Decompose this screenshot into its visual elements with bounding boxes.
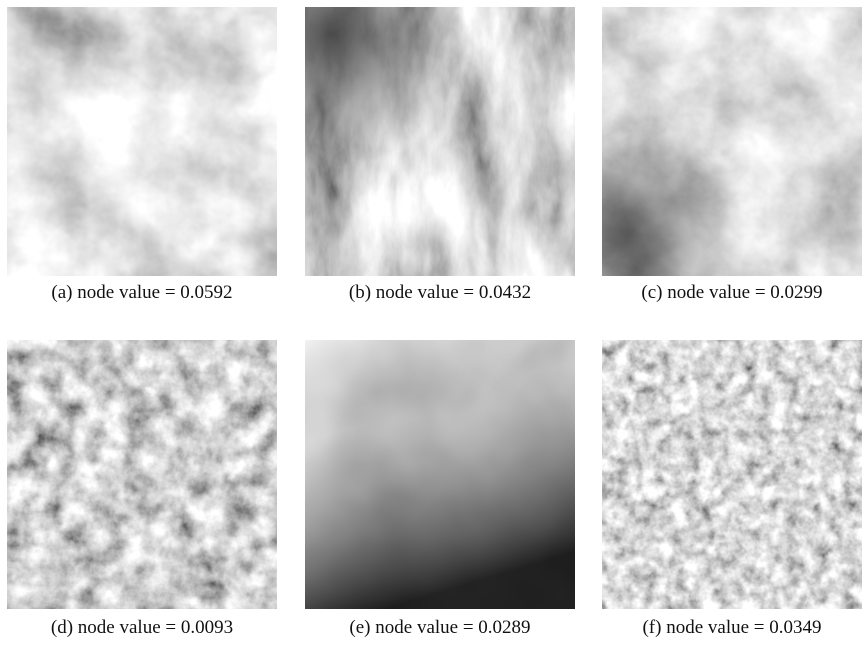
figure: (a) node value = 0.0592 (b) node value =… xyxy=(0,0,862,645)
image-shade xyxy=(305,7,575,276)
panel-d: (d) node value = 0.0093 xyxy=(7,340,277,638)
image xyxy=(602,340,862,609)
panel-b: (b) node value = 0.0432 xyxy=(305,7,575,303)
caption: (a) node value = 0.0592 xyxy=(51,282,232,303)
caption: (c) node value = 0.0299 xyxy=(641,282,822,303)
caption: (b) node value = 0.0432 xyxy=(349,282,531,303)
image xyxy=(7,340,277,609)
panel-e: (e) node value = 0.0289 xyxy=(305,340,575,638)
panel-f: (f) node value = 0.0349 xyxy=(602,340,862,638)
page: (a) node value = 0.0592 (b) node value =… xyxy=(0,0,862,645)
panel-a: (a) node value = 0.0592 xyxy=(7,7,277,303)
caption: (f) node value = 0.0349 xyxy=(642,617,821,638)
panel-c: (c) node value = 0.0299 xyxy=(602,7,862,303)
image xyxy=(7,7,277,276)
caption: (d) node value = 0.0093 xyxy=(51,617,233,638)
image-shade xyxy=(305,340,575,609)
caption: (e) node value = 0.0289 xyxy=(349,617,530,638)
image-shade xyxy=(602,7,862,276)
